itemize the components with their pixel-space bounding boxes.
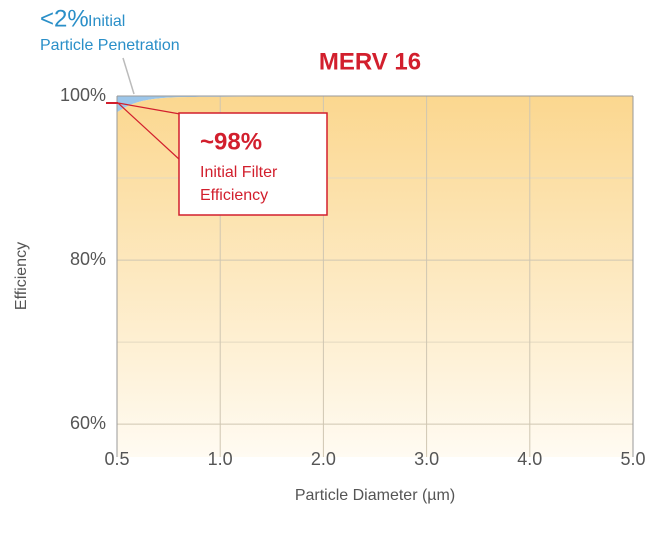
y-tick-label: 80% bbox=[70, 249, 106, 269]
y-tick-label: 60% bbox=[70, 413, 106, 433]
callout-box bbox=[178, 112, 328, 216]
efficiency-value: ~98% bbox=[200, 128, 262, 155]
penetration-value: <2% bbox=[40, 5, 89, 32]
chart-title: MERV 16 bbox=[319, 48, 421, 75]
x-tick-label: 4.0 bbox=[517, 449, 542, 469]
x-tick-label: 2.0 bbox=[311, 449, 336, 469]
efficiency-text: Initial Filter bbox=[200, 164, 278, 181]
x-tick-label: 0.5 bbox=[104, 449, 129, 469]
callout-pointer bbox=[117, 102, 181, 161]
y-axis-label: Efficiency bbox=[13, 242, 30, 310]
penetration-word: Initial bbox=[88, 13, 125, 30]
penetration-text: Particle Penetration bbox=[40, 37, 180, 54]
x-tick-label: 1.0 bbox=[208, 449, 233, 469]
x-tick-label: 5.0 bbox=[620, 449, 645, 469]
y-tick-label: 100% bbox=[60, 85, 106, 105]
efficiency-text: Efficiency bbox=[200, 187, 268, 204]
penetration-pointer bbox=[122, 57, 135, 95]
x-axis-label: Particle Diameter (µm) bbox=[295, 487, 455, 504]
callout-pointer bbox=[117, 102, 181, 115]
x-tick-label: 3.0 bbox=[414, 449, 439, 469]
